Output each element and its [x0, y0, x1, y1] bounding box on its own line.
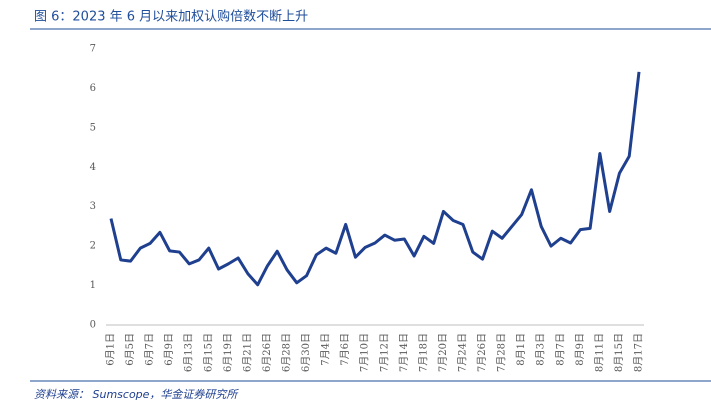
figure-title: 图 6：2023 年 6 月以来加权认购倍数不断上升	[34, 9, 308, 25]
x-tick-label: 7月10日	[359, 333, 371, 372]
data-line	[109, 71, 641, 287]
x-tick-label: 6月13日	[183, 333, 195, 372]
x-tick-label: 6月7日	[144, 333, 156, 366]
y-tick-label: 3	[90, 201, 96, 212]
x-tick-label: 7月6日	[339, 333, 351, 366]
x-tick-label: 7月12日	[378, 333, 390, 372]
x-tick-label: 8月15日	[613, 333, 625, 372]
x-tick-label: 7月28日	[496, 333, 508, 372]
x-tick-label: 6月21日	[241, 333, 253, 372]
x-tick-label: 7月20日	[437, 333, 449, 372]
x-tick-label: 8月9日	[574, 333, 586, 366]
x-tick-label: 7月4日	[320, 333, 332, 366]
x-tick-label: 8月17日	[633, 333, 645, 372]
x-tick-label: 6月15日	[202, 333, 214, 372]
y-tick-label: 2	[90, 241, 96, 252]
y-tick-label: 0	[90, 320, 96, 331]
x-tick-label: 6月9日	[163, 333, 175, 366]
x-tick-label: 8月11日	[593, 333, 605, 372]
x-tick-label: 7月18日	[417, 333, 429, 372]
y-tick-label: 1	[90, 280, 96, 291]
source-note: 资料来源： Sumscope，华金证券研究所	[34, 388, 239, 401]
x-tick-label: 6月1日	[105, 333, 117, 366]
x-tick-label: 7月26日	[476, 333, 488, 372]
y-tick-label: 7	[90, 44, 96, 55]
x-tick-label: 8月3日	[535, 333, 547, 366]
x-tick-label: 6月28日	[281, 333, 293, 372]
x-tick-label: 6月5日	[124, 333, 136, 366]
x-tick-label: 8月1日	[515, 333, 527, 366]
x-tick-label: 6月30日	[300, 333, 312, 372]
y-tick-label: 4	[90, 162, 96, 173]
x-tick-label: 6月19日	[222, 333, 234, 372]
x-tick-label: 6月26日	[261, 333, 273, 372]
x-tick-label: 7月24日	[457, 333, 469, 372]
y-tick-label: 5	[90, 122, 96, 133]
y-tick-label: 6	[90, 83, 96, 94]
x-tick-label: 7月14日	[398, 333, 410, 372]
x-tick-label: 8月7日	[554, 333, 566, 366]
